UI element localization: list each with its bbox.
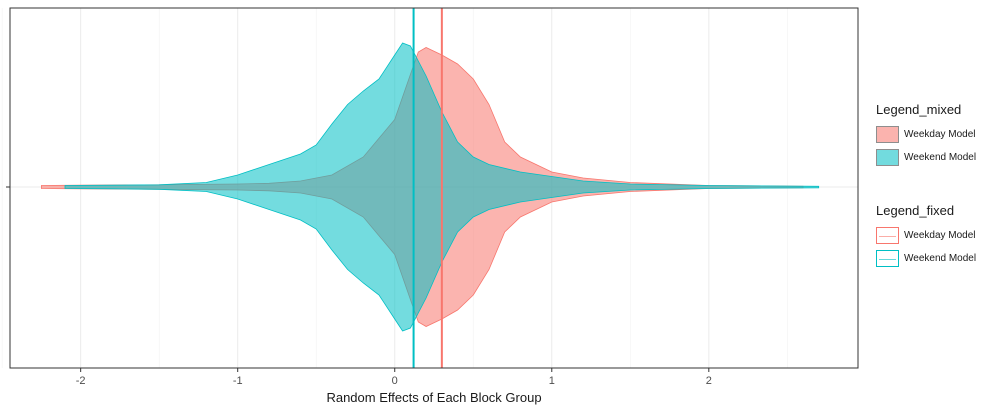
legend-fixed-weekday-swatch	[876, 227, 899, 244]
x-axis-ticks: -2 -1 0 1 2	[76, 368, 712, 387]
x-tick-label: 0	[392, 375, 398, 387]
fixed-effect-lines	[412, 8, 443, 368]
x-tick-label: -1	[233, 375, 243, 387]
legend-mixed-item-weekend: Weekend Model	[876, 146, 1004, 169]
x-tick-label: 1	[549, 375, 555, 387]
plot-border	[9, 7, 859, 369]
legend-mixed-weekend-label: Weekend Model	[904, 152, 977, 163]
legend-mixed-item-weekday: Weekday Model	[876, 123, 1004, 146]
legend-fixed-weekend-swatch	[876, 250, 899, 267]
x-tick-label: -2	[76, 375, 86, 387]
x-tick-label: 2	[706, 375, 712, 387]
legend-fixed-weekday-label: Weekday Model	[904, 230, 976, 241]
legend-fixed-weekend-label: Weekend Model	[904, 253, 977, 264]
legend-fixed-item-weekend: Weekend Model	[876, 247, 1004, 270]
legend-fixed: Legend_fixed Weekday Model Weekend Model	[876, 203, 1004, 270]
legend-mixed-weekday-swatch	[876, 126, 899, 143]
legend-mixed-weekday-label: Weekday Model	[904, 129, 976, 140]
x-axis-title: Random Effects of Each Block Group	[326, 390, 541, 405]
legend-mixed-title: Legend_mixed	[876, 102, 962, 117]
legend-fixed-item-weekday: Weekday Model	[876, 224, 1004, 247]
legend-fixed-title: Legend_fixed	[876, 203, 955, 218]
legend-mixed-weekend-swatch	[876, 149, 899, 166]
legend-mixed: Legend_mixed Weekday Model Weekend Model	[876, 102, 1004, 169]
